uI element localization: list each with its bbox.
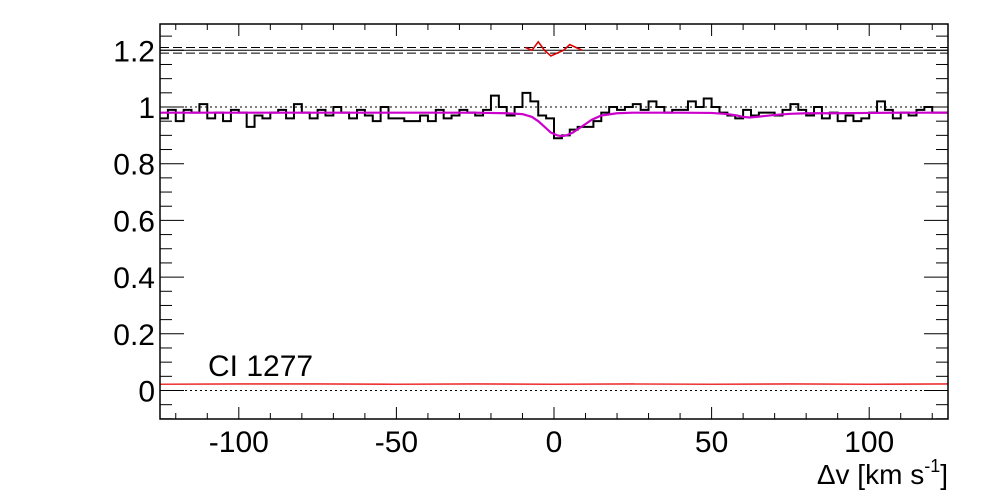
x-tick-label: -50: [375, 426, 418, 459]
ticks-layer: -100 -50 0 50 100 0 0.2 0.4 0.6 0.8 1 1.2: [113, 24, 948, 459]
x-axis-title-close: ]: [940, 459, 948, 490]
flux-histogram: [160, 91, 948, 140]
y-tick-label: 1.2: [113, 35, 155, 68]
x-tick-label: 0: [546, 426, 563, 459]
x-axis-title-base: Δv [km s: [817, 459, 924, 490]
y-tick-label: 0.4: [113, 262, 155, 295]
y-tick-label: 0.8: [113, 149, 155, 182]
ion-label: CI 1277: [208, 350, 313, 383]
y-tick-label: 0.2: [113, 319, 155, 352]
x-axis-title: Δv [km s-1]: [817, 456, 948, 490]
residual-line: [525, 40, 583, 57]
model-fit-line: [160, 111, 948, 138]
y-tick-label: 0: [138, 376, 155, 409]
data-series-layer: [159, 40, 949, 386]
x-tick-label: 100: [844, 426, 894, 459]
reference-lines-layer: [160, 46, 948, 391]
x-tick-label: -100: [209, 426, 269, 459]
y-tick-label: 1: [138, 92, 155, 125]
x-tick-label: 50: [695, 426, 728, 459]
x-axis-title-superscript: -1: [924, 456, 940, 476]
y-tick-label: 0.6: [113, 205, 155, 238]
